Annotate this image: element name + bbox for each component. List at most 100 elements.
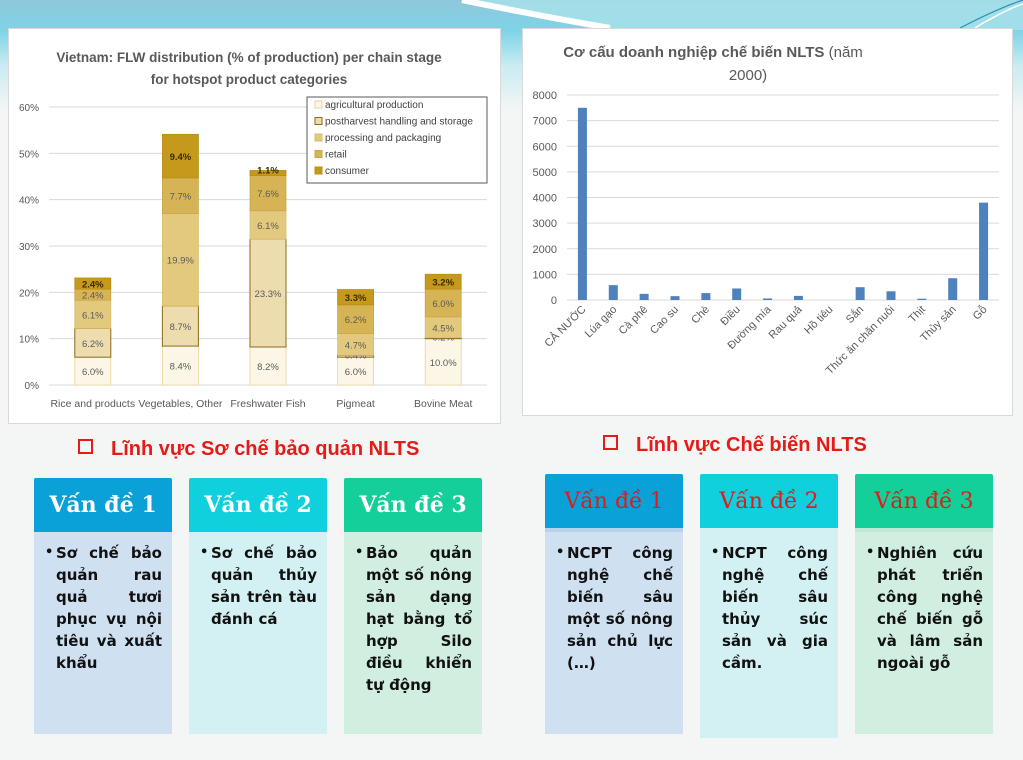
y-tick-label: 40% <box>19 196 39 207</box>
segment-data-label: 23.3% <box>255 289 282 300</box>
y-tick-label: 1000 <box>533 269 557 281</box>
segment-data-label: 0.4% <box>345 350 367 361</box>
bar <box>917 298 927 300</box>
issue-card-text: Sơ chế bảo quản thủy sản trên tàu đánh c… <box>200 542 317 630</box>
segment-data-label: 7.7% <box>170 192 192 203</box>
legend-box <box>306 96 488 184</box>
legend-entry: agricultural production <box>325 100 423 111</box>
stacked-bar-segment <box>337 289 375 306</box>
x-category-label: Rau quả <box>767 303 806 342</box>
bar <box>577 107 587 300</box>
x-category-label: Bovine Meat <box>414 398 472 410</box>
bar <box>979 202 989 300</box>
checkbox-bullet-icon <box>78 439 93 454</box>
section-title-processing: Lĩnh vực Chế biến NLTS <box>603 434 867 457</box>
segment-data-label: 6.2% <box>82 339 104 350</box>
issue-card-preservation-1: Vấn đề 1 Sơ chế bảo quản rau quả tươi ph… <box>34 478 172 734</box>
segment-data-label: 9.4% <box>170 152 192 163</box>
issue-card-processing-1: Vấn đề 1 NCPT công nghệ chế biến sâu một… <box>545 474 683 734</box>
stacked-bar-segment <box>74 299 112 329</box>
segment-data-label: 3.3% <box>345 293 367 304</box>
bar <box>886 291 896 300</box>
stacked-bar-segment <box>337 304 375 334</box>
bar <box>948 278 958 300</box>
stacked-bar-segment <box>249 346 287 386</box>
y-tick-label: 50% <box>19 149 39 160</box>
segment-data-label: 0.2% <box>432 333 454 344</box>
x-category-label: Thịt <box>907 304 928 325</box>
issue-card-processing-3: Vấn đề 3 Nghiên cứu phát triển công nghệ… <box>855 474 993 734</box>
x-category-label: Vegetables, Other <box>138 398 223 410</box>
bar <box>732 288 742 300</box>
chart-title-line-1: Cơ cấu doanh nghiệp chế biến NLTS (năm <box>563 44 863 61</box>
legend-entry: retail <box>325 150 347 161</box>
segment-data-label: 8.2% <box>257 362 279 373</box>
legend-swatch <box>314 100 323 109</box>
bar <box>763 298 773 300</box>
issue-card-preservation-2: Vấn đề 2 Sơ chế bảo quản thủy sản trên t… <box>189 478 327 734</box>
x-category-label: Chè <box>689 304 712 327</box>
segment-data-label: 8.7% <box>170 322 192 333</box>
x-category-label: Sắn <box>843 303 866 326</box>
segment-data-label: 6.2% <box>345 315 367 326</box>
checkbox-bullet-icon <box>603 435 618 450</box>
stacked-bar-segment <box>337 356 375 386</box>
issue-card-text: NCPT công nghệ chế biến sâu một số nông … <box>556 542 673 674</box>
legend-swatch <box>314 133 323 142</box>
stacked-bar-segment <box>249 210 287 240</box>
segment-data-label: 1.1% <box>257 165 279 176</box>
swoosh-decoration <box>461 0 1023 31</box>
x-category-label: Gỗ <box>970 303 990 323</box>
segment-data-label: 7.6% <box>257 189 279 200</box>
issue-card-heading: Vấn đề 3 <box>344 478 482 532</box>
stacked-bar-segment <box>161 305 199 347</box>
segment-data-label: 6.1% <box>257 221 279 232</box>
issue-card-heading: Vấn đề 3 <box>855 474 993 528</box>
bar <box>639 293 649 300</box>
chart-title-bold: Cơ cấu doanh nghiệp chế biến NLTS <box>563 44 824 61</box>
section-title-text: Lĩnh vực Sơ chế bảo quản NLTS <box>111 438 420 460</box>
x-category-label: Hồ tiêu <box>802 304 835 337</box>
issue-card-heading: Vấn đề 1 <box>545 474 683 528</box>
chart-title-line-2: for hotspot product categories <box>151 72 348 87</box>
y-tick-label: 4000 <box>533 193 557 205</box>
y-tick-label: 20% <box>19 288 39 299</box>
issue-card-text: Sơ chế bảo quản rau quả tươi phục vụ nội… <box>45 542 162 674</box>
issue-card-heading: Vấn đề 2 <box>189 478 327 532</box>
x-category-label: CẢ NƯỚC <box>542 303 589 350</box>
y-tick-label: 6000 <box>533 141 557 153</box>
flw-distribution-chart: Vietnam: FLW distribution (% of producti… <box>19 50 488 410</box>
x-category-label: Cà phê <box>617 304 651 338</box>
segment-data-label: 10.0% <box>430 358 457 369</box>
legend-swatch <box>314 150 323 158</box>
nlts-enterprise-chart-panel: Cơ cấu doanh nghiệp chế biến NLTS (năm 2… <box>522 28 1013 416</box>
flw-distribution-chart-panel: Vietnam: FLW distribution (% of producti… <box>8 28 501 424</box>
section-title-text: Lĩnh vực Chế biến NLTS <box>636 434 867 456</box>
issue-card-preservation-3: Vấn đề 3 Bảo quản một số nông sản dạng h… <box>344 478 482 734</box>
stacked-bar-segment <box>249 175 287 212</box>
stacked-bar-segment <box>161 177 199 214</box>
issue-card-text: Bảo quản một số nông sản dạng hạt bằng t… <box>355 542 472 696</box>
segment-data-label: 6.0% <box>432 299 454 310</box>
legend-swatch <box>314 166 323 175</box>
chart-title-line-1: Vietnam: FLW distribution (% of producti… <box>56 50 442 65</box>
y-tick-label: 0 <box>551 295 557 307</box>
bar <box>793 295 803 300</box>
x-category-label: Điều <box>718 304 742 328</box>
segment-data-label: 4.7% <box>345 340 367 351</box>
chart-title-rest: (năm <box>824 44 862 61</box>
segment-data-label: 8.4% <box>170 362 192 373</box>
y-tick-label: 5000 <box>533 167 557 179</box>
issue-card-text: Nghiên cứu phát triển công nghệ chế biến… <box>866 542 983 674</box>
y-tick-label: 0% <box>25 381 40 392</box>
segment-data-label: 4.5% <box>432 323 454 334</box>
y-tick-label: 60% <box>19 103 39 114</box>
y-tick-label: 10% <box>19 335 39 346</box>
segment-data-label: 6.1% <box>82 310 104 321</box>
bar <box>608 285 618 300</box>
legend-swatch <box>314 117 323 125</box>
stacked-bar-segment <box>249 238 287 348</box>
y-tick-label: 2000 <box>533 244 557 256</box>
issue-card-heading: Vấn đề 1 <box>34 478 172 532</box>
stacked-bar-segment <box>161 345 199 386</box>
